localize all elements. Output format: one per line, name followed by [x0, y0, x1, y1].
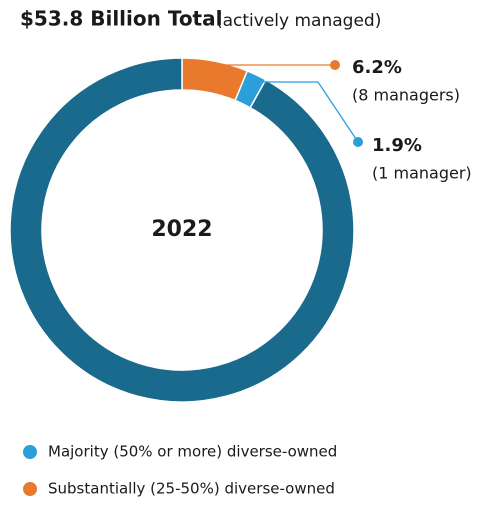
- center-label: 2022: [151, 217, 212, 242]
- value-label: 1.9%: [372, 135, 422, 156]
- annotation: (8 managers): [352, 86, 460, 105]
- leader-line: [250, 81, 359, 143]
- legend-label: Majority (50% or more) diverse-owned: [48, 443, 337, 461]
- leader-dot: [330, 60, 340, 70]
- chart-subtitle: (actively managed): [216, 11, 381, 31]
- legend-swatch: [23, 482, 37, 496]
- legend-swatch: [23, 445, 37, 459]
- annotation: (1 manager): [372, 164, 472, 183]
- chart-title: $53.8 Billion Total: [20, 7, 222, 31]
- value-label: 6.2%: [352, 57, 402, 78]
- legend-label: Substantially (25-50%) diverse-owned: [48, 480, 335, 498]
- donut-segment: [9, 57, 355, 403]
- leader-dot: [353, 137, 363, 147]
